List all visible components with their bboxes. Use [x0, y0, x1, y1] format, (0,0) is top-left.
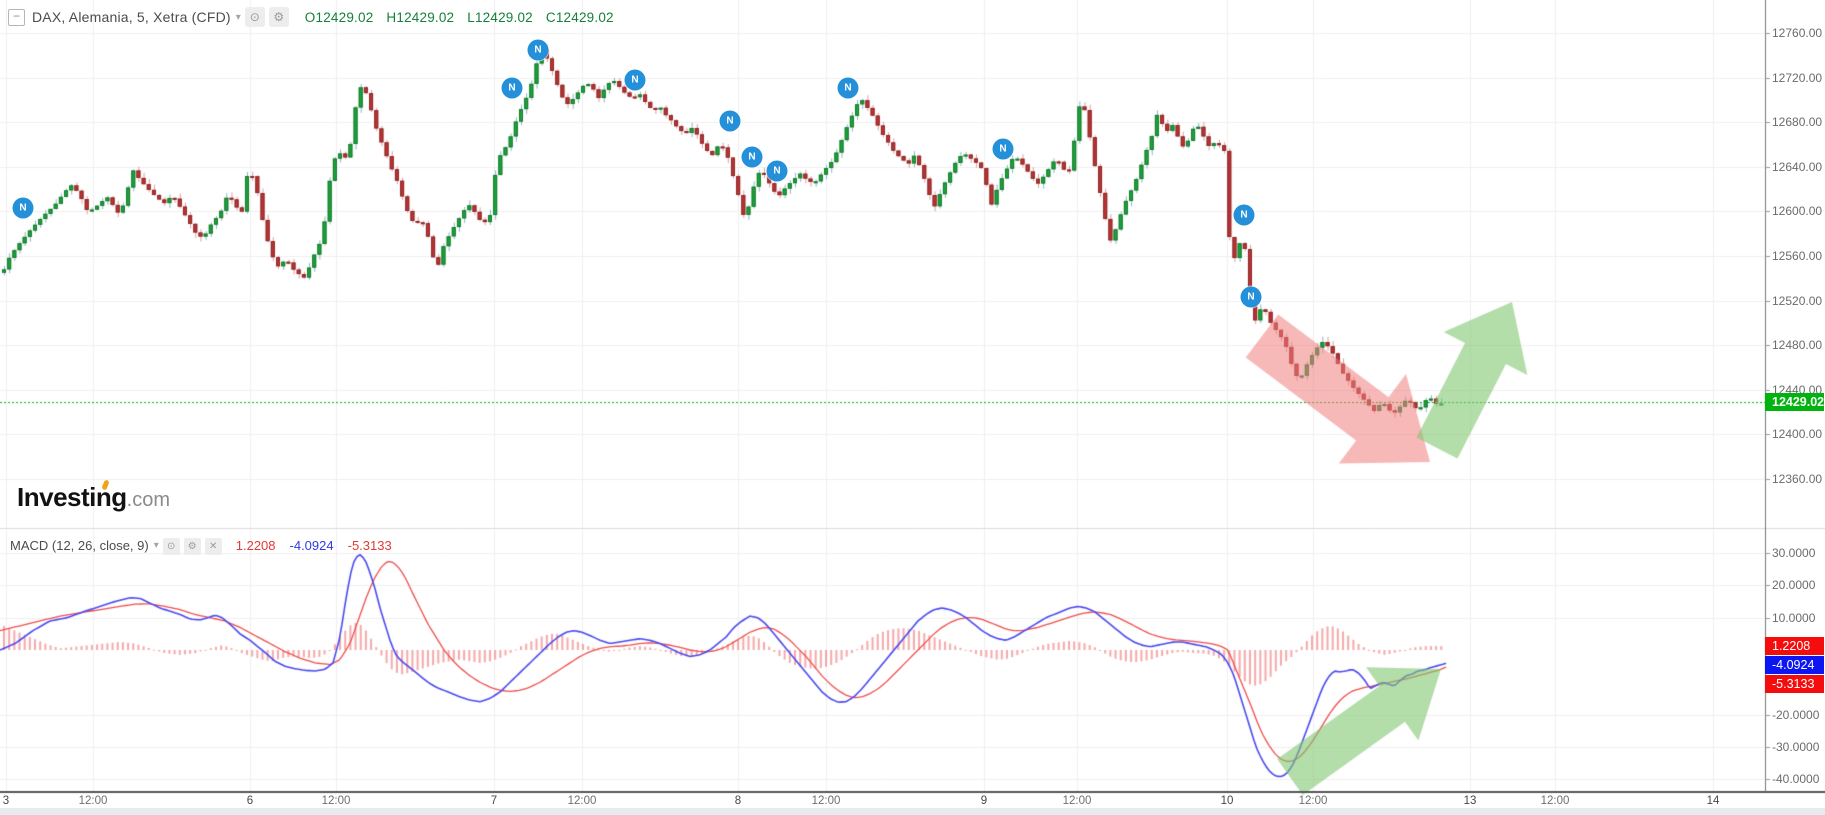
- price-tick-label: 12640.00: [1772, 160, 1823, 174]
- news-marker[interactable]: N: [12, 197, 34, 219]
- news-marker[interactable]: N: [741, 146, 763, 168]
- ohlc-o: O12429.02: [304, 9, 374, 25]
- price-tick-label: 12480.00: [1772, 338, 1823, 352]
- time-label-hour: 12:00: [1540, 795, 1570, 807]
- chevron-down-icon[interactable]: ▾: [153, 540, 159, 551]
- time-label-day: 10: [1220, 795, 1234, 807]
- source-circle-icon[interactable]: ⊙: [162, 538, 180, 555]
- time-label-hour: 12:00: [567, 795, 597, 807]
- news-marker[interactable]: N: [766, 160, 788, 182]
- macd-value-tag-1: -4.0924: [1765, 656, 1824, 674]
- watermark-brand: Investing: [17, 482, 127, 512]
- macd-value-tag-2: -5.3133: [1765, 675, 1824, 693]
- watermark-suffix: .com: [126, 489, 170, 511]
- price-tick-label: 12720.00: [1772, 71, 1823, 85]
- news-marker[interactable]: N: [837, 77, 859, 99]
- gear-icon[interactable]: ⚙: [183, 538, 201, 555]
- investing-watermark: Investing .com: [17, 479, 170, 513]
- source-circle-icon[interactable]: ⊙: [244, 7, 265, 27]
- macd-header: MACD (12, 26, close, 9) ▾ ⊙ ⚙ ✕ 1.2208 -4.0…: [10, 536, 392, 555]
- price-tick-label: 12680.00: [1772, 115, 1823, 129]
- price-tick-label: 12360.00: [1772, 472, 1823, 486]
- macd-values: 1.2208 -4.0924 -5.3133: [222, 537, 392, 555]
- time-label-day: 9: [980, 795, 988, 807]
- price-tick-label: 12600.00: [1772, 204, 1823, 218]
- news-marker[interactable]: N: [992, 138, 1014, 160]
- ohlc-l: L12429.02: [467, 9, 533, 25]
- bottom-scrollbar-strip[interactable]: [0, 808, 1825, 815]
- macd-value-tag-0: 1.2208: [1765, 637, 1824, 655]
- time-label-day: 6: [246, 795, 254, 807]
- macd-toolbar: ⊙ ⚙ ✕: [159, 536, 222, 555]
- macd-tick-label: -20.0000: [1772, 708, 1820, 722]
- macd-tick-label: 10.0000: [1772, 611, 1816, 625]
- macd-tick-label: -30.0000: [1772, 740, 1820, 754]
- macd-tick-label: -40.0000: [1772, 772, 1820, 786]
- news-marker[interactable]: N: [1233, 204, 1255, 226]
- macd-title[interactable]: MACD (12, 26, close, 9): [10, 538, 149, 553]
- ohlc-h: H12429.02: [386, 9, 455, 25]
- time-label-day: 8: [734, 795, 742, 807]
- price-tick-label: 12520.00: [1772, 294, 1823, 308]
- last-price-tag: 12429.02: [1765, 393, 1824, 411]
- time-label-hour: 12:00: [321, 795, 351, 807]
- chevron-down-icon[interactable]: ▾: [235, 11, 241, 23]
- time-label-day: 3: [2, 795, 10, 807]
- macd-value-2: -5.3133: [347, 537, 392, 553]
- close-icon[interactable]: ✕: [204, 538, 222, 555]
- macd-tick-label: 20.0000: [1772, 578, 1816, 592]
- time-label-hour: 12:00: [1062, 795, 1092, 807]
- macd-value-1: -4.0924: [289, 537, 334, 553]
- price-tick-label: 12560.00: [1772, 249, 1823, 263]
- news-marker[interactable]: N: [1240, 286, 1262, 308]
- price-tick-label: 12760.00: [1772, 26, 1823, 40]
- time-label-day: 7: [490, 795, 498, 807]
- collapse-panel-icon[interactable]: −: [8, 8, 25, 26]
- gear-icon[interactable]: ⚙: [268, 7, 289, 27]
- time-label-hour: 12:00: [1298, 795, 1328, 807]
- ohlc-values: O12429.02 H12429.02 L12429.02 C12429.02: [305, 10, 627, 25]
- news-marker[interactable]: N: [624, 69, 646, 91]
- macd-tick-label: 30.0000: [1772, 546, 1816, 560]
- price-tick-label: 12400.00: [1772, 427, 1823, 441]
- time-label-hour: 12:00: [78, 795, 108, 807]
- symbol-header: − DAX, Alemania, 5, Xetra (CFD) ▾ ⊙ ⚙ O12…: [8, 7, 627, 27]
- symbol-toolbar: ⊙ ⚙: [241, 7, 289, 27]
- news-marker[interactable]: N: [527, 39, 549, 61]
- time-label-hour: 12:00: [811, 795, 841, 807]
- ohlc-c: C12429.02: [545, 9, 614, 25]
- news-marker[interactable]: N: [501, 77, 523, 99]
- symbol-title[interactable]: DAX, Alemania, 5, Xetra (CFD): [32, 9, 231, 25]
- time-label-day: 14: [1706, 795, 1720, 807]
- news-marker[interactable]: N: [719, 110, 741, 132]
- macd-value-0: 1.2208: [235, 537, 276, 553]
- time-label-day: 13: [1463, 795, 1477, 807]
